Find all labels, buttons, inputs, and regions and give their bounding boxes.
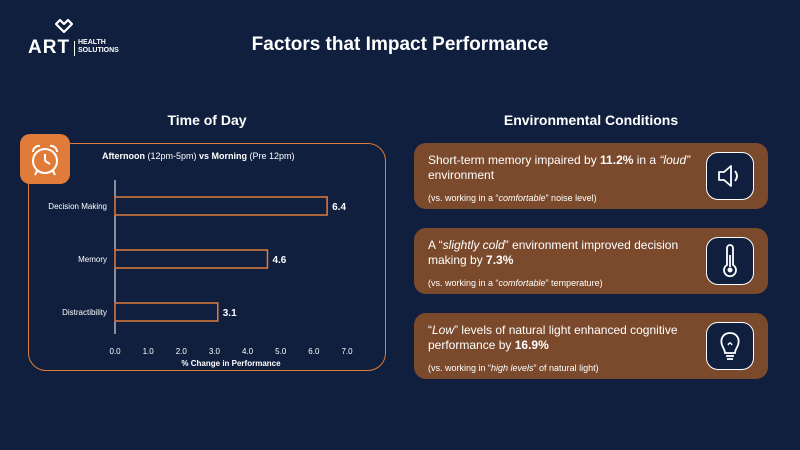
env-card-stat: 7.3% — [486, 253, 514, 267]
env-card-note: (vs. working in a “comfortable” noise le… — [428, 193, 597, 203]
env-card-note-part: ” of natural light) — [533, 363, 599, 373]
thermometer-icon-graphic — [723, 244, 737, 278]
env-card-text-part: Short-term memory impaired by — [428, 153, 601, 167]
env-card-text: “Low” levels of natural light enhanced c… — [428, 323, 718, 353]
logo: ART HEALTH SOLUTIONS — [28, 18, 138, 58]
chart-subtitle-afternoon: Afternoon — [102, 151, 145, 161]
x-tick-label: 1.0 — [143, 347, 155, 356]
chart-panel — [28, 143, 386, 371]
env-card-text-part: “ — [428, 323, 432, 337]
env-card-note-part: (vs. working in a “ — [428, 278, 499, 288]
x-tick-label: 0.0 — [109, 347, 121, 356]
logo-divider — [74, 41, 75, 56]
env-card-text-part: A “ — [428, 238, 443, 252]
env-card-text-part: in a — [633, 153, 660, 167]
env-card-temperature: A “slightly cold” environment improved d… — [414, 228, 768, 294]
env-card-text-part: ” levels of natural light enhanced cogni… — [428, 323, 678, 352]
env-card-emphasis: slightly cold — [442, 238, 505, 252]
x-tick-label: 5.0 — [275, 347, 287, 356]
x-tick-label: 7.0 — [341, 347, 353, 356]
speaker-icon — [706, 152, 754, 200]
env-card-note: (vs. working in a “comfortable” temperat… — [428, 278, 603, 288]
environmental-heading: Environmental Conditions — [503, 112, 679, 128]
env-card-note-part: (vs. working in a “ — [428, 193, 499, 203]
bar — [114, 196, 328, 216]
thermometer-icon — [706, 237, 754, 285]
logo-tagline-1: HEALTH — [78, 39, 106, 46]
env-card-note-part: (vs. working in “ — [428, 363, 492, 373]
env-card-note-emphasis: comfortable — [498, 193, 546, 203]
logo-brand: ART — [28, 37, 71, 58]
checkmark-logo-icon — [54, 18, 74, 34]
x-tick-label: 3.0 — [209, 347, 221, 356]
env-card-emphasis: “loud” — [659, 153, 691, 167]
chart-subtitle: Afternoon (12pm-5pm) vs Morning (Pre 12p… — [102, 151, 295, 161]
alarm-clock-badge — [20, 134, 70, 184]
lightbulb-icon-graphic — [720, 332, 740, 360]
logo-tagline: HEALTH SOLUTIONS — [78, 39, 119, 55]
x-axis-label: % Change in Performance — [181, 359, 281, 368]
bar — [114, 249, 269, 269]
env-card-emphasis: Low — [432, 323, 455, 337]
page-title: Factors that Impact Performance — [251, 34, 549, 55]
env-card-note-emphasis: comfortable — [498, 278, 546, 288]
category-label: Decision Making — [48, 202, 107, 211]
chart-subtitle-afternoon-range: (12pm-5pm) — [145, 151, 200, 161]
env-card-light: “Low” levels of natural light enhanced c… — [414, 313, 768, 379]
data-label: 6.4 — [332, 202, 346, 213]
x-tick-label: 4.0 — [242, 347, 254, 356]
category-label: Distractibility — [62, 308, 107, 317]
env-card-note-emphasis: high levels — [491, 363, 534, 373]
env-card-note: (vs. working in “high levels” of natural… — [428, 363, 599, 373]
speaker-icon-graphic — [718, 165, 738, 187]
chart-subtitle-morning-range: (Pre 12pm) — [247, 151, 295, 161]
x-tick-label: 2.0 — [176, 347, 188, 356]
alarm-clock-icon — [31, 144, 59, 176]
logo-tagline-2: SOLUTIONS — [78, 47, 119, 54]
data-label: 3.1 — [223, 308, 237, 319]
env-card-text: A “slightly cold” environment improved d… — [428, 238, 718, 268]
env-card-stat: 16.9% — [514, 338, 549, 352]
env-card-note-part: ” noise level) — [545, 193, 597, 203]
env-card-text-part: ” environment improved decision making b… — [428, 238, 679, 267]
data-label: 4.6 — [272, 255, 286, 266]
env-card-note-part: ” temperature) — [545, 278, 603, 288]
time-of-day-heading: Time of Day — [167, 112, 247, 128]
x-tick-label: 6.0 — [308, 347, 320, 356]
env-card-stat: 11.2% — [600, 153, 634, 167]
lightbulb-icon — [706, 322, 754, 370]
bar — [114, 302, 219, 322]
env-card-text: Short-term memory impaired by 11.2% in a… — [428, 153, 718, 183]
category-label: Memory — [78, 255, 107, 264]
chart-subtitle-morning: vs Morning — [199, 151, 248, 161]
env-card-text-part: environment — [428, 168, 495, 182]
env-card-noise: Short-term memory impaired by 11.2% in a… — [414, 143, 768, 209]
